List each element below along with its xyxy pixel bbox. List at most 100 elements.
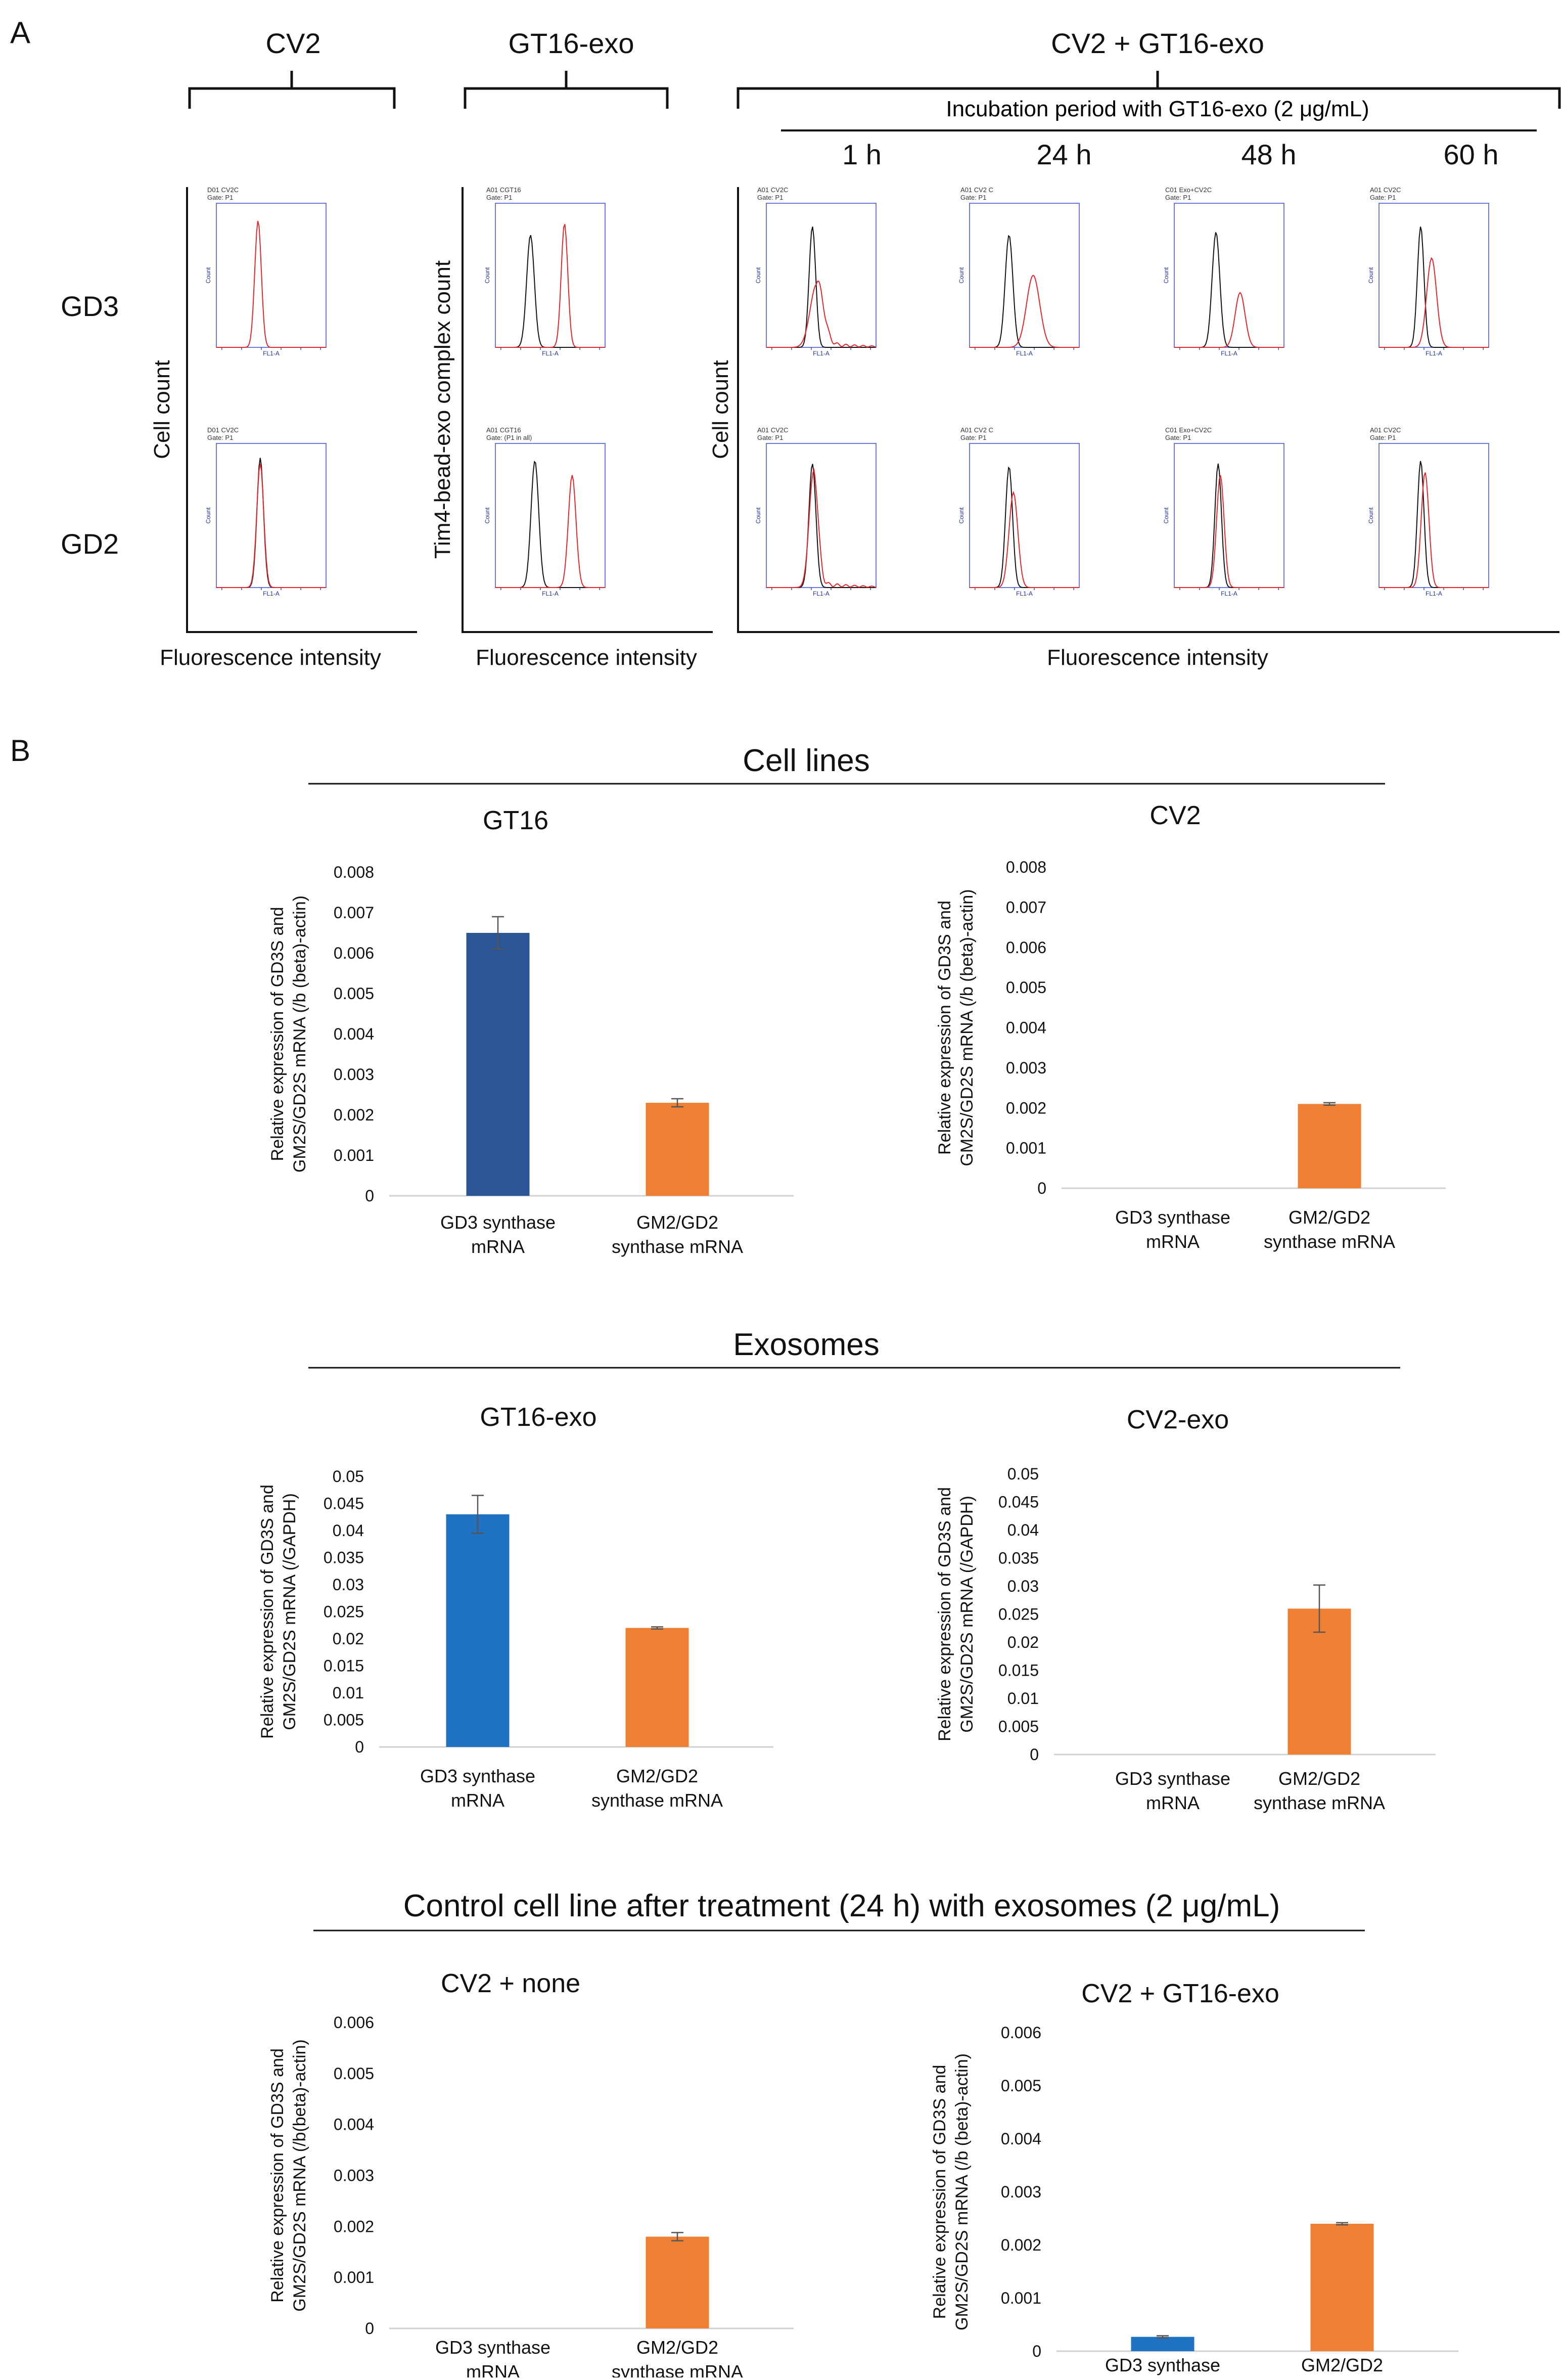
histogram-title: A01 CV2C: [1370, 426, 1401, 434]
histogram-gate: Gate: P1: [207, 194, 233, 201]
y-tick-label: 0.002: [334, 1106, 374, 1124]
category-label: GM2/GD2: [1301, 2355, 1383, 2375]
y-tick-label: 0.045: [324, 1495, 364, 1513]
histogram-title: A01 CV2C: [757, 186, 788, 194]
y-tick-label: 0.005: [998, 1718, 1039, 1736]
category-label: synthase mRNA: [612, 2361, 743, 2377]
y-tick-label: 0: [1030, 1745, 1039, 1764]
y-tick-label: 0.004: [334, 1025, 374, 1043]
y-tick-label: 0.045: [998, 1493, 1039, 1511]
histogram-frame: [1174, 203, 1284, 348]
y-tick-label: 0.008: [1006, 858, 1046, 876]
bar-chart-layer: GT16 0 0.001 0.002 0.003 0.004 0.005 0.006 0.007…: [258, 801, 1458, 2380]
y-tick-label: 0.004: [334, 2116, 374, 2134]
histogram-title: D01 CV2C: [207, 186, 239, 194]
y-tick-label: 0.004: [1006, 1019, 1046, 1037]
y-tick-label: 0.01: [1007, 1689, 1039, 1708]
histogram-ylabel: Count: [755, 267, 762, 284]
histogram-xlabel: FL1-A: [263, 590, 280, 597]
histogram-stain-trace: [766, 468, 877, 588]
histogram-control-trace: [766, 464, 876, 588]
y-tick-label: 0.01: [333, 1684, 364, 1702]
histogram-stain-trace: [1174, 291, 1284, 348]
y-axis-title: GM2S/GD2S mRNA (/b (beta)-actin): [290, 895, 309, 1173]
histogram-gate: Gate: P1: [757, 434, 783, 441]
category-label: mRNA: [471, 1236, 525, 1257]
axes-gt16exo-frame: [462, 187, 713, 633]
histogram-gate: Gate: P1: [486, 194, 512, 201]
category-label: GD3 synthase: [420, 1766, 535, 1786]
y-tick-label: 0.04: [333, 1521, 364, 1540]
histogram-ylabel: Count: [484, 267, 491, 284]
histogram-stain-trace: [216, 220, 326, 348]
category-label: GD3 synthase: [1105, 2355, 1220, 2375]
histogram-control-trace: [1379, 227, 1489, 348]
histogram-ylabel: Count: [958, 507, 965, 524]
histogram-stain-trace: [495, 224, 605, 348]
y-tick-label: 0.006: [1001, 2024, 1041, 2042]
y-tick-label: 0: [1037, 1179, 1046, 1197]
histogram-ylabel: Count: [1367, 507, 1374, 524]
y-tick-label: 0.003: [334, 2167, 374, 2185]
histogram-xlabel: FL1-A: [1426, 590, 1442, 597]
y-tick-label: 0.005: [324, 1711, 364, 1729]
histogram-xlabel: FL1-A: [1016, 590, 1033, 597]
bar-gd3-synthase: [446, 1514, 510, 1747]
histogram-ylabel: Count: [1163, 507, 1170, 524]
histogram-stain-trace: [495, 475, 605, 588]
histogram-ylabel: Count: [958, 267, 965, 284]
histogram-stain-trace: [216, 463, 326, 588]
y-axis-title: GM2S/GD2S mRNA (/b (beta)-actin): [957, 889, 977, 1166]
category-label: GD3 synthase: [435, 2337, 550, 2358]
y-tick-label: 0.001: [1001, 2289, 1041, 2307]
time-48h: 48 h: [1242, 139, 1297, 170]
axes-cv2-frame: [186, 187, 417, 633]
y-tick-label: 0.05: [1007, 1465, 1039, 1483]
xlabel-cv2: Fluorescence intensity: [160, 645, 381, 670]
incubation-label: Incubation period with GT16-exo (2 μg/mL…: [946, 97, 1369, 121]
histogram-ylabel: Count: [484, 507, 491, 524]
category-label: synthase mRNA: [612, 1236, 743, 1257]
category-label: synthase mRNA: [1254, 1792, 1385, 1813]
y-tick-label: 0.003: [1001, 2183, 1041, 2201]
y-tick-label: 0.025: [998, 1605, 1039, 1624]
histogram-title: A01 CV2 C: [960, 186, 993, 194]
y-tick-label: 0.02: [1007, 1633, 1039, 1651]
ylabel-cell-count-cv2: Cell count: [150, 360, 174, 459]
y-tick-label: 0.001: [334, 2268, 374, 2286]
bar-chart-cv2-exo: CV2-exo 0 0.005 0.01 0.015 0.02 0.025 0.03 0.035…: [935, 1405, 1436, 1813]
bar-gm2-gd2-synthase: [1288, 1608, 1351, 1755]
histogram-frame: [216, 203, 327, 348]
histogram-xlabel: FL1-A: [813, 590, 830, 597]
section-title-control: Control cell line after treatment (24 h)…: [403, 1889, 1280, 1923]
axes-combo-frame: [737, 187, 1559, 633]
group-header-gt16exo: GT16-exo: [509, 27, 634, 59]
y-tick-label: 0.005: [334, 2064, 374, 2083]
y-tick-label: 0.04: [1007, 1521, 1039, 1539]
histogram-title: A01 CGT16: [486, 426, 521, 434]
y-tick-label: 0.002: [1006, 1099, 1046, 1117]
histogram-control-trace: [216, 458, 326, 588]
panel-a-letter: A: [10, 16, 30, 50]
category-label: synthase mRNA: [1264, 1231, 1395, 1252]
histogram-gate: Gate: P1: [1165, 434, 1191, 441]
bracket-combo: [737, 71, 1561, 109]
category-label: GD3 synthase: [1115, 1207, 1230, 1228]
y-tick-label: 0.005: [1006, 978, 1046, 997]
y-axis-title: Relative expression of GD3S and: [268, 907, 287, 1161]
bar-chart-gt16-exo: GT16-exo 0 0.005 0.01 0.015 0.02 0.025 0.03 0.03…: [258, 1403, 773, 1811]
row-label-gd2: GD2: [61, 528, 119, 560]
section-title-cell-lines: Cell lines: [743, 743, 870, 778]
ylabel-cell-count-combo: Cell count: [708, 360, 733, 459]
y-tick-label: 0.015: [998, 1661, 1039, 1680]
bar-gm2-gd2-synthase: [1298, 1104, 1361, 1188]
chart-title: CV2 + none: [441, 1969, 580, 1998]
y-tick-label: 0.008: [334, 863, 374, 881]
histogram-title: A01 CV2C: [757, 426, 788, 434]
y-axis-title: GM2S/GD2S mRNA (/b(beta)-actin): [290, 2039, 309, 2311]
category-label: GM2/GD2: [1278, 1768, 1360, 1789]
